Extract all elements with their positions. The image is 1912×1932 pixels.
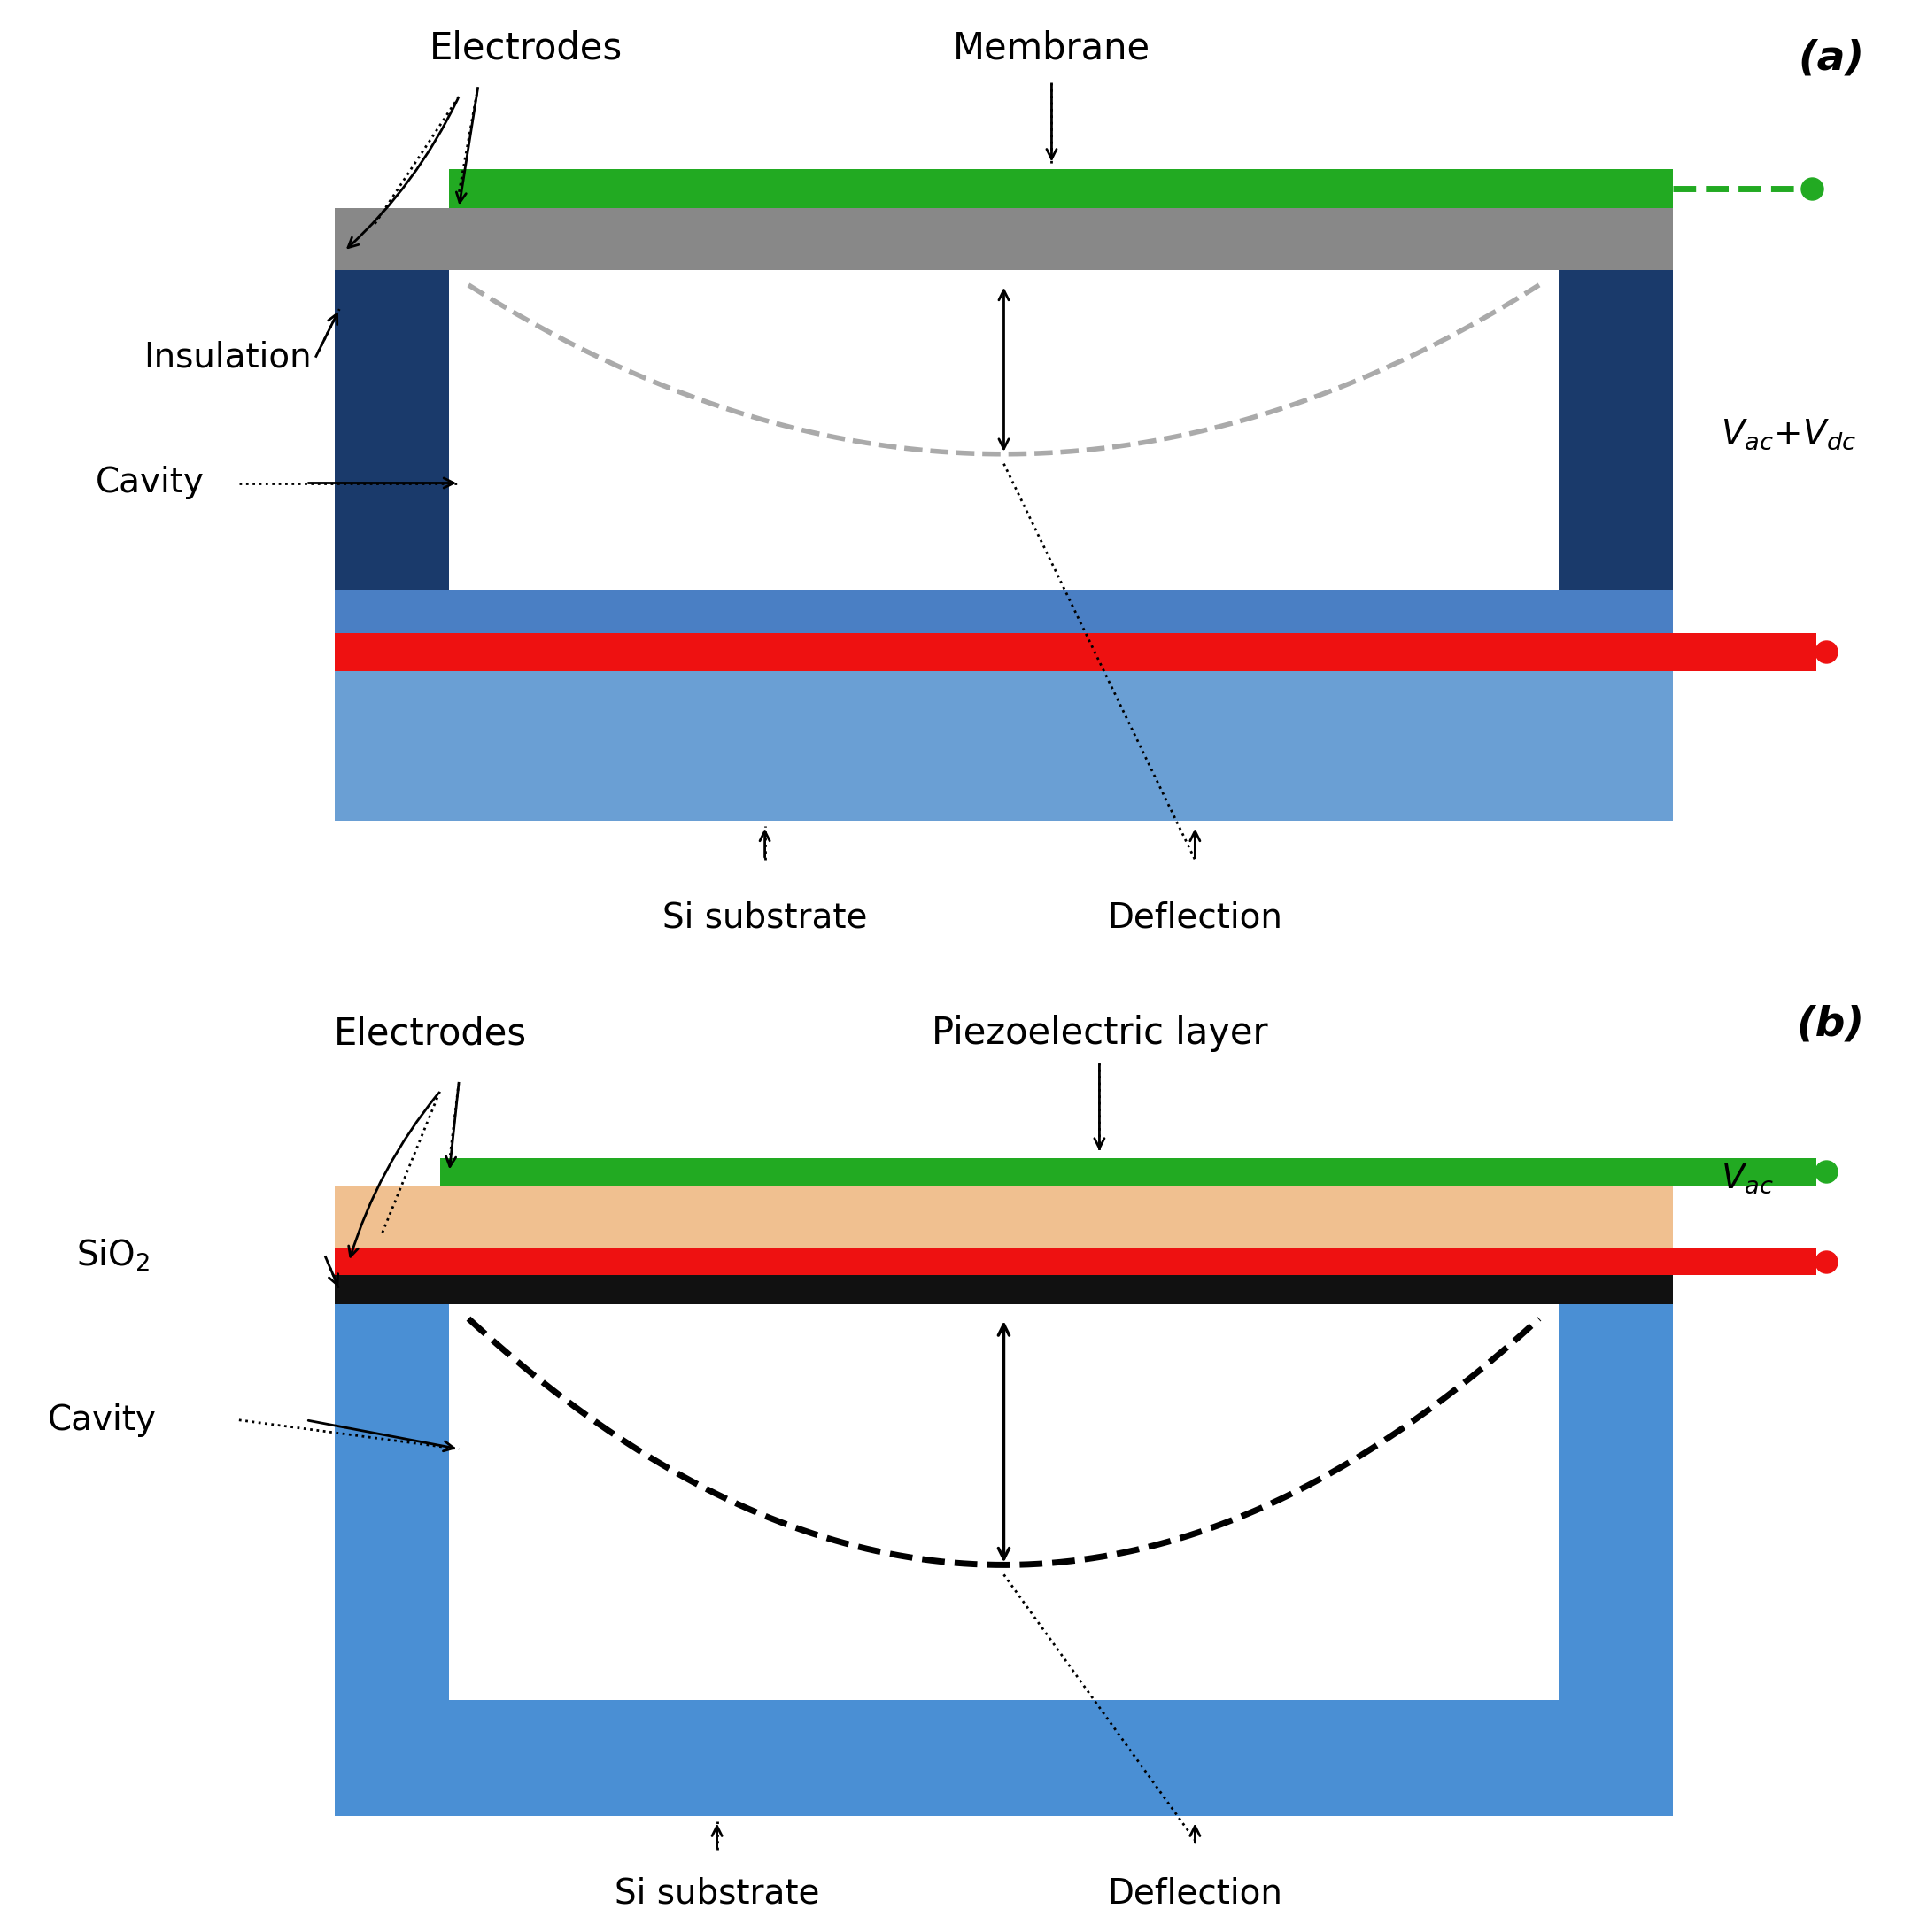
Bar xyxy=(335,1275,1673,1304)
Bar xyxy=(440,1157,1816,1184)
Text: Deflection: Deflection xyxy=(1107,900,1283,935)
Bar xyxy=(1558,1304,1673,1816)
Text: Insulation: Insulation xyxy=(143,340,312,375)
Bar xyxy=(335,1700,1673,1816)
Bar xyxy=(449,168,1673,209)
Text: V$_{ac}$+V$_{dc}$: V$_{ac}$+V$_{dc}$ xyxy=(1721,417,1857,452)
Bar xyxy=(449,270,1558,589)
Text: (b): (b) xyxy=(1795,1005,1864,1045)
Text: Si substrate: Si substrate xyxy=(614,1876,820,1911)
Text: (a): (a) xyxy=(1797,39,1864,79)
Text: SiO$_2$: SiO$_2$ xyxy=(76,1238,149,1273)
Bar xyxy=(335,589,1673,821)
Bar xyxy=(335,209,1673,270)
Bar xyxy=(335,270,449,589)
Bar xyxy=(335,632,1816,670)
Text: Cavity: Cavity xyxy=(96,466,205,500)
Bar xyxy=(335,589,1673,634)
Bar xyxy=(335,1184,1673,1248)
Text: Deflection: Deflection xyxy=(1107,1876,1283,1911)
Bar xyxy=(335,1248,1816,1275)
Text: V$_{ac}$: V$_{ac}$ xyxy=(1721,1161,1774,1196)
Bar xyxy=(1558,270,1673,589)
Text: Electrodes: Electrodes xyxy=(428,29,623,68)
Text: Membrane: Membrane xyxy=(952,29,1151,68)
Text: Electrodes: Electrodes xyxy=(333,1014,528,1053)
Bar xyxy=(335,1304,449,1816)
Text: Piezoelectric layer: Piezoelectric layer xyxy=(931,1014,1268,1053)
Bar xyxy=(449,1304,1558,1700)
Text: Cavity: Cavity xyxy=(48,1403,157,1437)
Text: Si substrate: Si substrate xyxy=(662,900,868,935)
